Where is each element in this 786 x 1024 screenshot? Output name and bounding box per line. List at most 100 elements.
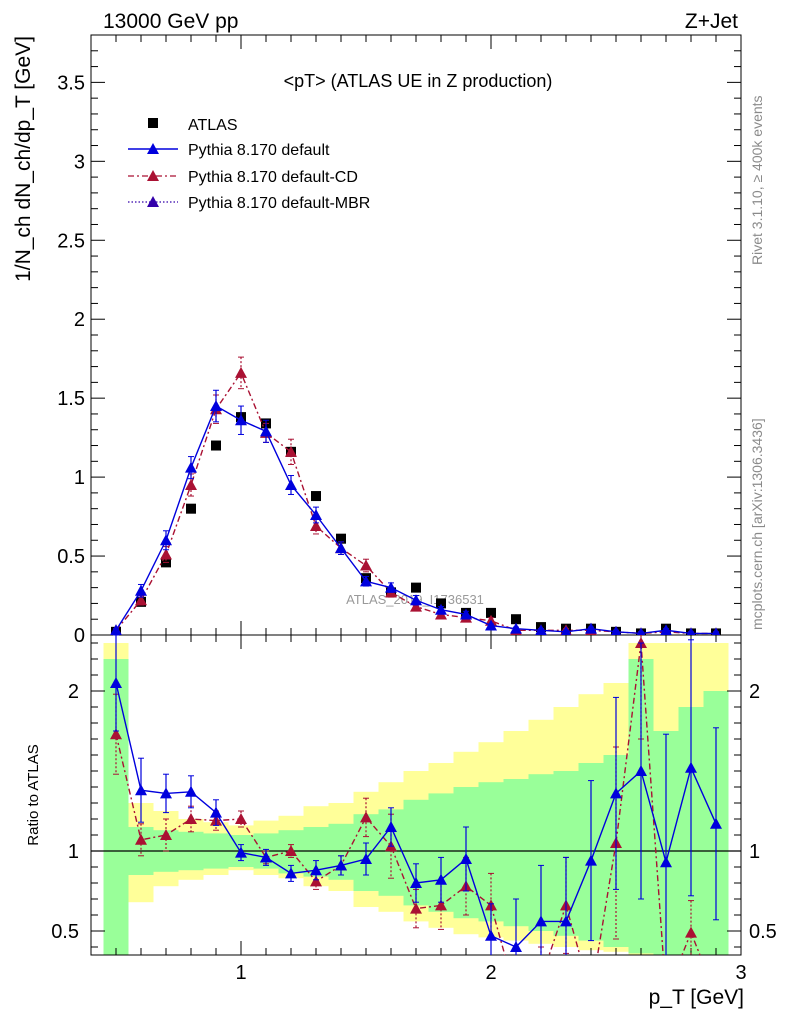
ratio-default-point (160, 787, 172, 799)
default-point (410, 594, 422, 606)
ratio-cd-point (510, 989, 522, 1000)
ratio-default-point (435, 873, 447, 885)
ratio-cd-point (535, 973, 547, 984)
x-axis-label: p_T [GeV] (649, 986, 744, 1009)
legend-label-default: Pythia 8.170 default (188, 142, 330, 159)
ratio-default-point (485, 929, 497, 941)
y-tick-label: 2.5 (57, 230, 85, 252)
default-point (135, 584, 147, 596)
default-point (535, 624, 547, 635)
ratio-cd-point (110, 728, 122, 740)
ratio-cd-point (435, 899, 447, 911)
x-tick-label: 2 (485, 962, 496, 984)
main-ylabel: 1/N_ch dN_ch/dp_T [GeV] (12, 36, 35, 282)
default-point (385, 581, 397, 593)
ratio-y-tick-label-right: 1 (749, 841, 760, 863)
legend-label-atlas: ATLAS (188, 117, 238, 134)
ratio-default-point (635, 765, 647, 776)
default-point (260, 425, 272, 437)
ratio-default-point (660, 856, 672, 868)
legend-marker-mbr (147, 196, 159, 207)
cd-point (285, 445, 297, 457)
ratio-ylabel: Ratio to ATLAS (25, 744, 42, 845)
ratio-default-point (185, 785, 197, 797)
ratio-default-point (385, 821, 397, 832)
cd-point (235, 366, 247, 378)
ratio-cd-point (235, 813, 247, 824)
ratio-default-point (260, 851, 272, 863)
default-point (660, 624, 672, 635)
ratio-default-point (685, 761, 697, 773)
atlas-point (511, 614, 521, 625)
ratio-default-point (610, 787, 622, 799)
y-tick-label: 1 (74, 467, 85, 489)
y-tick-label: 2 (74, 309, 85, 331)
default-point (360, 575, 372, 587)
ratio-default-point (585, 854, 597, 866)
cd-point (135, 594, 147, 606)
y-tick-label: 3 (74, 151, 85, 173)
ratio-default-point (285, 867, 297, 879)
default-point (510, 622, 522, 634)
default-point (435, 603, 447, 615)
ratio-default-point (535, 915, 547, 927)
atlas-point (486, 607, 496, 618)
default-point (460, 608, 472, 620)
default-point (235, 414, 247, 426)
ratio-default-point (235, 846, 247, 858)
default-point (485, 619, 497, 631)
ratio-y-tick-label: 0.5 (51, 921, 79, 943)
ratio-default-point (335, 859, 347, 871)
mcplots-label: mcplots.cern.ch [arXiv:1306.3436] (749, 418, 765, 630)
legend-marker-atlas (148, 118, 158, 128)
atlas-point (211, 440, 221, 451)
ratio-default-point (135, 784, 147, 796)
y-tick-label: 3.5 (57, 72, 85, 94)
ratio-default-point (410, 877, 422, 888)
ratio-default-point (710, 817, 722, 829)
default-point (160, 534, 172, 546)
cd-point (160, 548, 172, 560)
default-point (210, 400, 222, 412)
ratio-y-tick-label-right: 2 (749, 681, 760, 703)
ratio-cd-point (285, 845, 297, 856)
x-tick-label: 1 (235, 962, 246, 984)
atlas-point (436, 598, 446, 609)
ratio-default-point (210, 806, 222, 818)
default-point (686, 627, 696, 635)
default-point (561, 625, 571, 635)
cd-point (360, 559, 372, 571)
main-title: <pT> (ATLAS UE in Z production) (284, 71, 553, 91)
legend: ATLAS Pythia 8.170 default Pythia 8.170 … (128, 117, 370, 212)
ratio-y-tick-label: 1 (68, 841, 79, 863)
ratio-default-point (560, 915, 572, 927)
default-point (611, 625, 621, 635)
x-tick-label: 3 (735, 962, 746, 984)
ratio-cd-point (360, 811, 372, 823)
atlas-point (186, 503, 196, 514)
ratio-y-tick-label-right: 0.5 (749, 921, 777, 943)
default-point (636, 627, 646, 635)
default-point (711, 627, 721, 635)
ratio-default-point (310, 864, 322, 876)
ratio-default-point (510, 941, 522, 952)
process-label: Z+Jet (685, 10, 738, 33)
energy-label: 13000 GeV pp (103, 10, 238, 33)
legend-marker-default (147, 143, 159, 154)
atlas-point (311, 491, 321, 502)
default-point (310, 509, 322, 520)
ratio-default-point (460, 853, 472, 864)
y-tick-label: 1.5 (57, 388, 85, 410)
cd-point (410, 600, 422, 612)
default-point (285, 479, 297, 490)
cd-point (185, 479, 197, 490)
default-point (110, 624, 122, 635)
ratio-cd-point (685, 926, 697, 938)
ratio-default-point (110, 677, 122, 688)
ratio-default-point (360, 853, 372, 864)
cd-point (310, 520, 322, 532)
atlas-point (411, 582, 421, 593)
ratio-cd-point (410, 902, 422, 914)
ratio-cd-point (585, 989, 597, 1000)
